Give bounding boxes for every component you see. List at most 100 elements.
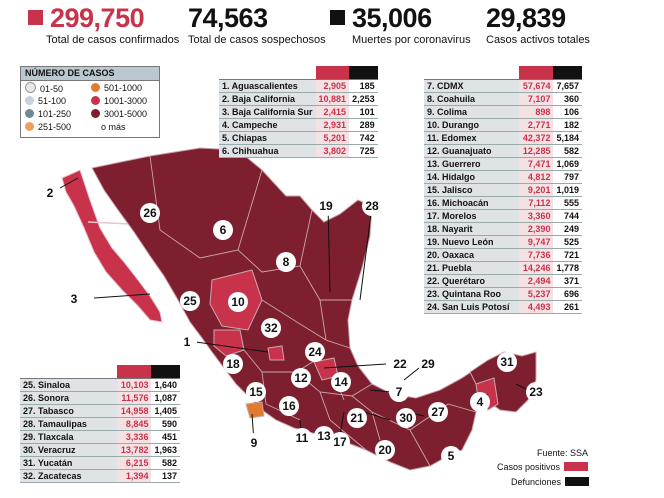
square-icon xyxy=(330,10,345,25)
table-row: 2. Baja California 10,881 2,253 xyxy=(219,92,378,106)
map-label: 30 xyxy=(396,408,416,428)
stat-deaths: 35,006 Muertes por coronavirus xyxy=(330,4,471,47)
source-note: Fuente: SSA xyxy=(537,448,589,458)
stat-value: 29,839 xyxy=(486,3,566,33)
table-row: 17. Morelos 3,360 744 xyxy=(424,209,582,223)
map-label: 8 xyxy=(276,252,296,272)
circle-icon xyxy=(25,96,34,105)
map-label: 9 xyxy=(244,433,264,453)
stat-label: Total de casos confirmados xyxy=(46,34,180,46)
map-label: 10 xyxy=(228,292,248,312)
table-row: 23. Quintana Roo 5,237 696 xyxy=(424,287,582,301)
table-row: 22. Querétaro 2,494 371 xyxy=(424,274,582,288)
table-row: 19. Nuevo León 9,747 525 xyxy=(424,235,582,249)
states-table-1: 1. Aguascalientes 2,905 185 2. Baja Califo… xyxy=(219,66,378,158)
legend-item: 01-50 xyxy=(25,82,63,94)
map-label: 2 xyxy=(40,183,60,203)
table-row: 16. Michoacán 7,112 555 xyxy=(424,196,582,210)
stat-confirmed: 299,750 Total de casos confirmados xyxy=(28,4,179,47)
legend-item: 51-100 xyxy=(25,95,66,107)
map-label: 4 xyxy=(470,392,490,412)
table-row: 1. Aguascalientes 2,905 185 xyxy=(219,79,378,93)
table-row: 24. San Luis Potosí 4,493 261 xyxy=(424,300,582,314)
table-row: 13. Guerrero 7,471 1,069 xyxy=(424,157,582,171)
table-row: 3. Baja California Sur 2,415 101 xyxy=(219,105,378,119)
map-label: 1 xyxy=(177,332,197,352)
map-label: 15 xyxy=(246,382,266,402)
circle-icon xyxy=(91,96,100,105)
aguascalientes-region xyxy=(267,345,285,361)
table-row: 10. Durango 2,771 182 xyxy=(424,118,582,132)
circle-icon xyxy=(91,109,100,118)
table-row: 29. Tlaxcala 3,336 451 xyxy=(20,430,180,444)
table-row: 12. Guanajuato 12,285 582 xyxy=(424,144,582,158)
table-row: 20. Oaxaca 7,736 721 xyxy=(424,248,582,262)
map-label: 32 xyxy=(261,318,281,338)
map-label: 14 xyxy=(331,372,351,392)
table-row: 14. Hidalgo 4,812 797 xyxy=(424,170,582,184)
map-label: 28 xyxy=(362,196,382,216)
map-label: 23 xyxy=(526,382,546,402)
map-label: 31 xyxy=(497,352,517,372)
positive-key: Casos positivos xyxy=(497,462,589,472)
stat-label: Muertes por coronavirus xyxy=(352,34,471,46)
legend-item: o más xyxy=(101,122,126,132)
circle-icon xyxy=(25,109,34,118)
table-row: 9. Colima 898 106 xyxy=(424,105,582,119)
table-row: 4. Campeche 2,931 289 xyxy=(219,118,378,132)
square-icon xyxy=(564,462,589,471)
map-label: 29 xyxy=(418,354,438,374)
table-row: 5. Chiapas 5,201 742 xyxy=(219,131,378,145)
legend-title: NÚMERO DE CASOS xyxy=(21,67,159,81)
map-label: 12 xyxy=(291,368,311,388)
square-icon xyxy=(28,10,43,25)
table-row: 31. Yucatán 6,215 582 xyxy=(20,456,180,470)
stat-suspected: 74,563 Total de casos sospechosos xyxy=(188,4,326,47)
map-label: 7 xyxy=(389,382,409,402)
table-row: 18. Nayarit 2,390 249 xyxy=(424,222,582,236)
stat-label: Total de casos sospechosos xyxy=(188,34,326,46)
map-label: 17 xyxy=(330,432,350,452)
states-table-3: 25. Sinaloa 10,103 1,640 26. Sonora 11,576 1… xyxy=(20,365,180,483)
table-row: 27. Tabasco 14,958 1,405 xyxy=(20,404,180,418)
map-label: 13 xyxy=(314,426,334,446)
stat-value: 74,563 xyxy=(188,3,268,33)
legend-item: 501-1000 xyxy=(91,82,142,94)
map-label: 18 xyxy=(223,354,243,374)
legend-item: 251-500 xyxy=(25,121,71,133)
map-label: 24 xyxy=(305,342,325,362)
cases-legend: NÚMERO DE CASOS 01-50 501-1000 51-100 10… xyxy=(20,66,160,138)
table-row: 25. Sinaloa 10,103 1,640 xyxy=(20,378,180,392)
colima-region xyxy=(245,401,265,419)
map-label: 19 xyxy=(316,196,336,216)
circle-icon xyxy=(91,83,100,92)
table-row: 30. Veracruz 13,782 1,963 xyxy=(20,443,180,457)
map-label: 16 xyxy=(279,396,299,416)
map-label: 20 xyxy=(375,440,395,460)
stat-value: 299,750 xyxy=(28,4,179,32)
square-icon xyxy=(565,477,590,486)
states-table-2: 7. CDMX 57,674 7,657 8. Coahuila 7,107 360 9… xyxy=(424,66,582,314)
nayarit-region xyxy=(213,329,245,357)
stat-label: Casos activos totales xyxy=(486,34,590,46)
circle-icon xyxy=(25,82,36,93)
map-label: 22 xyxy=(390,354,410,374)
map-label: 5 xyxy=(441,446,461,466)
map-label: 11 xyxy=(292,428,312,448)
table-row: 26. Sonora 11,576 1,087 xyxy=(20,391,180,405)
circle-icon xyxy=(25,122,34,131)
stat-active: 29,839 Casos activos totales xyxy=(486,4,590,47)
table-row: 21. Puebla 14,246 1,778 xyxy=(424,261,582,275)
map-label: 6 xyxy=(213,220,233,240)
map-label: 3 xyxy=(64,289,84,309)
table-row: 6. Chihuahua 3,802 725 xyxy=(219,144,378,158)
table-row: 32. Zacatecas 1,394 137 xyxy=(20,469,180,483)
legend-item: 101-250 xyxy=(25,108,71,120)
baja-california-region xyxy=(61,169,163,323)
map-label: 25 xyxy=(180,291,200,311)
map-label: 21 xyxy=(347,408,367,428)
table-row: 28. Tamaulipas 8,845 590 xyxy=(20,417,180,431)
table-row: 7. CDMX 57,674 7,657 xyxy=(424,79,582,93)
legend-item: 1001-3000 xyxy=(91,95,147,107)
table-row: 11. Edomex 42,372 5,184 xyxy=(424,131,582,145)
